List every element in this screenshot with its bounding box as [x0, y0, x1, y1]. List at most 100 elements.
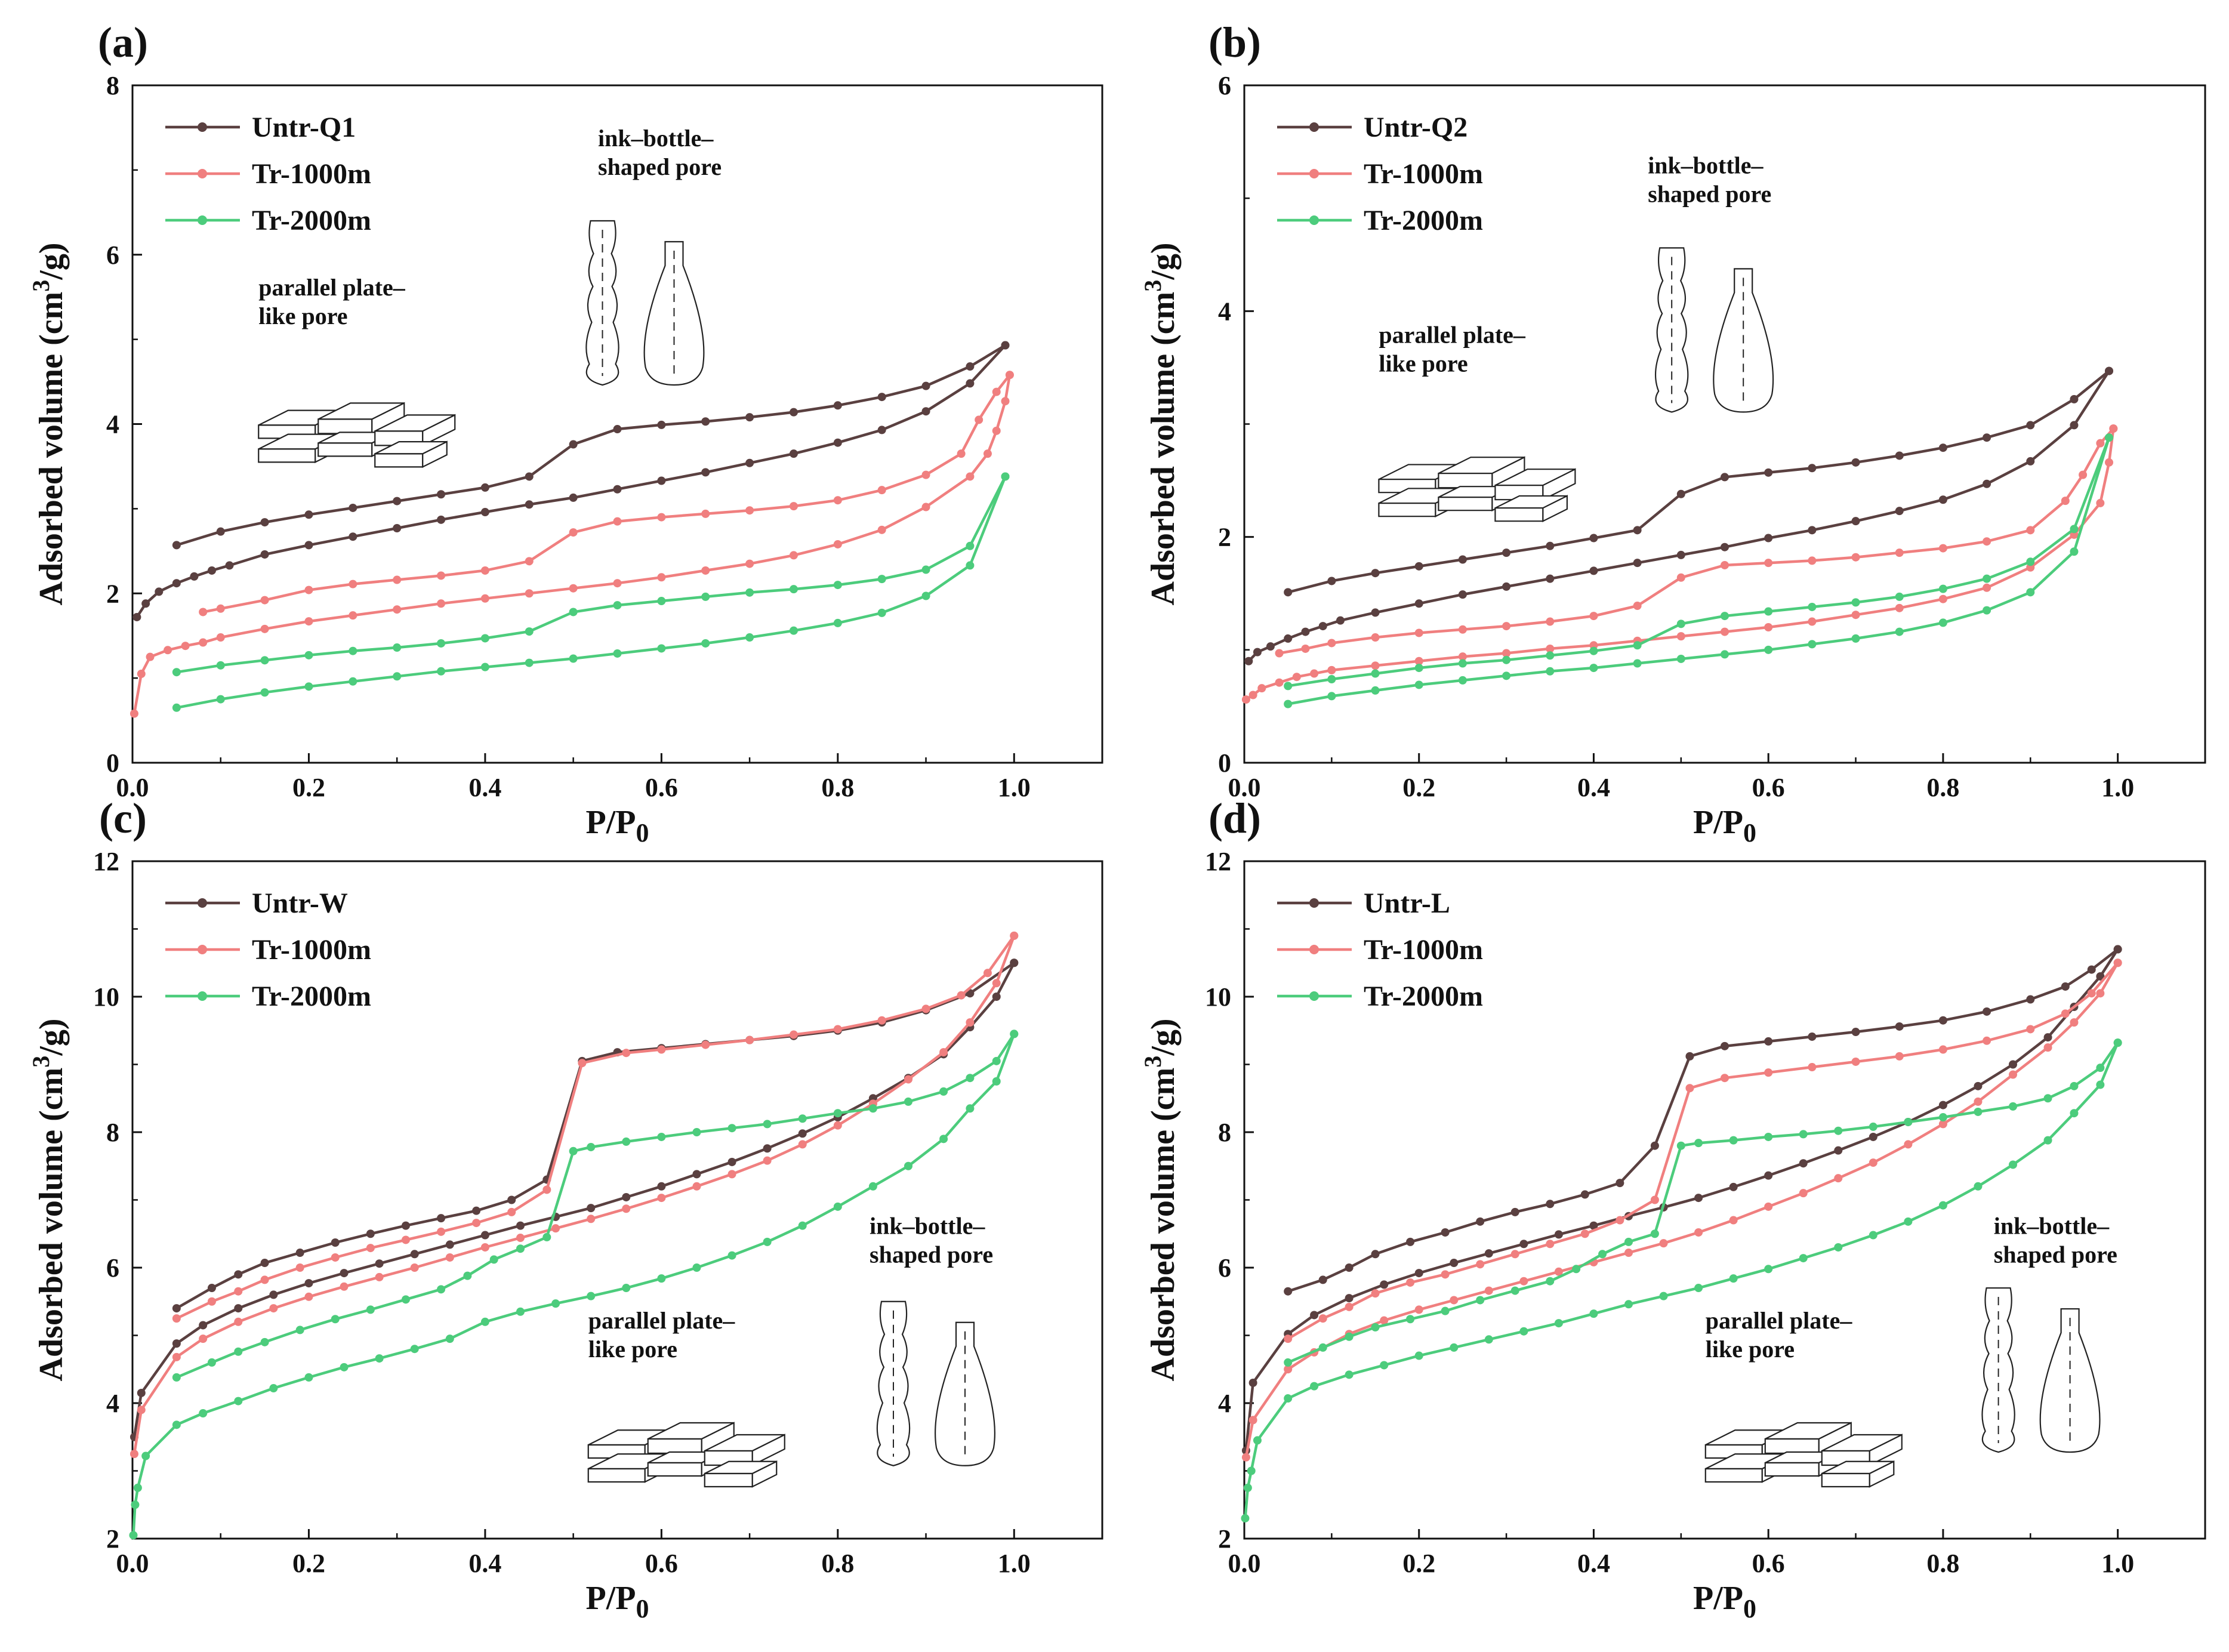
desorption-point — [1572, 1265, 1581, 1274]
desorption-point — [1406, 1237, 1415, 1246]
bottle-pore-label: ink–bottle– — [1648, 152, 1764, 179]
desorption-point — [1458, 659, 1467, 668]
desorption-point — [1284, 1287, 1293, 1296]
adsorption-point — [701, 566, 710, 575]
desorption-point — [1414, 562, 1423, 571]
adsorption-point — [2026, 457, 2035, 466]
adsorption-point — [172, 579, 181, 588]
desorption-point — [1938, 544, 1947, 553]
desorption-point — [1851, 598, 1860, 607]
desorption-point — [877, 575, 886, 584]
adsorption-point — [1001, 397, 1010, 406]
desorption-point — [2079, 470, 2088, 479]
adsorption-point — [727, 1170, 736, 1179]
desorption-point — [366, 1229, 375, 1238]
adsorption-point — [1851, 517, 1860, 526]
adsorption-point — [701, 639, 710, 648]
adsorption-point — [1241, 695, 1250, 704]
adsorption-point — [304, 1292, 313, 1301]
adsorption-line — [1287, 437, 2111, 705]
desorption-point — [2026, 421, 2035, 430]
adsorption-point — [445, 1240, 454, 1249]
desorption-line — [1287, 369, 2110, 594]
desorption-point — [1650, 1229, 1659, 1238]
desorption-point — [1938, 1016, 1947, 1025]
desorption-point — [1589, 534, 1598, 543]
adsorption-point — [349, 677, 357, 686]
desorption-point — [1729, 1136, 1738, 1145]
desorption-point — [789, 585, 798, 594]
desorption-point — [1895, 451, 1904, 460]
adsorption-point — [1253, 1436, 1262, 1445]
desorption-point — [1589, 646, 1598, 655]
adsorption-point — [657, 1194, 666, 1203]
desorption-point — [1808, 1063, 1817, 1072]
adsorption-point — [1458, 652, 1467, 661]
adsorption-point — [480, 594, 489, 603]
legend-marker — [198, 898, 207, 908]
adsorption-point — [199, 1321, 208, 1330]
adsorption-point — [1310, 1311, 1319, 1320]
desorption-point — [1764, 559, 1773, 568]
adsorption-point — [393, 672, 402, 681]
x-tick-label: 0.2 — [1402, 773, 1435, 802]
adsorption-point — [763, 1144, 772, 1153]
adsorption-point — [304, 541, 313, 550]
adsorption-point — [199, 1409, 208, 1418]
desorption-point — [1685, 1052, 1694, 1061]
x-tick-label: 0.4 — [468, 773, 501, 802]
desorption-point — [295, 1249, 304, 1258]
adsorption-point — [1502, 649, 1511, 658]
legend-label: Untr-Q2 — [1364, 112, 1467, 143]
adsorption-point — [131, 1500, 140, 1509]
desorption-point — [939, 1087, 948, 1096]
adsorption-point — [551, 1224, 560, 1233]
desorption-point — [1502, 622, 1511, 631]
desorption-point — [966, 362, 975, 371]
adsorption-point — [1676, 654, 1685, 663]
desorption-point — [2109, 424, 2118, 433]
desorption-point — [1327, 577, 1336, 585]
adsorption-point — [207, 566, 216, 575]
x-axis-title: P/P0 — [1693, 1580, 1756, 1623]
adsorption-point — [833, 1121, 842, 1130]
desorption-line — [1287, 961, 2119, 1340]
desorption-point — [622, 1049, 631, 1058]
desorption-point — [2061, 497, 2070, 506]
desorption-point — [745, 506, 754, 515]
legend-label: Tr-1000m — [1364, 158, 1483, 190]
desorption-point — [1414, 664, 1423, 673]
adsorption-point — [349, 532, 357, 541]
desorption-point — [463, 1271, 472, 1280]
plate-pore-sketch — [1704, 1422, 1903, 1488]
adsorption-point — [216, 695, 225, 704]
desorption-point — [613, 601, 622, 610]
adsorption-point — [992, 979, 1001, 988]
adsorption-point — [966, 1018, 975, 1027]
adsorption-point — [1895, 507, 1904, 516]
adsorption-point — [1546, 644, 1555, 653]
desorption-point — [1676, 573, 1685, 582]
adsorption-point — [763, 1237, 772, 1246]
adsorption-point — [701, 468, 710, 477]
adsorption-point — [375, 1354, 384, 1363]
desorption-point — [1983, 537, 1991, 546]
adsorption-point — [146, 652, 155, 661]
desorption-point — [868, 1104, 877, 1113]
adsorption-point — [516, 1307, 525, 1316]
desorption-point — [393, 497, 402, 506]
desorption-line — [1287, 1041, 2119, 1364]
adsorption-point — [1721, 543, 1729, 551]
desorption-point — [1895, 1022, 1904, 1031]
desorption-point — [1327, 675, 1336, 684]
desorption-point — [260, 596, 269, 605]
desorption-point — [1275, 649, 1284, 658]
adsorption-point — [1938, 618, 1947, 627]
adsorption-point — [1834, 1174, 1843, 1183]
y-tick-label: 6 — [1218, 1253, 1231, 1283]
desorption-point — [366, 1244, 375, 1253]
desorption-point — [701, 1040, 710, 1049]
legend-label: Tr-2000m — [252, 205, 371, 236]
bottle-pore-label: shaped pore — [1648, 181, 1771, 208]
desorption-point — [1371, 1289, 1380, 1298]
